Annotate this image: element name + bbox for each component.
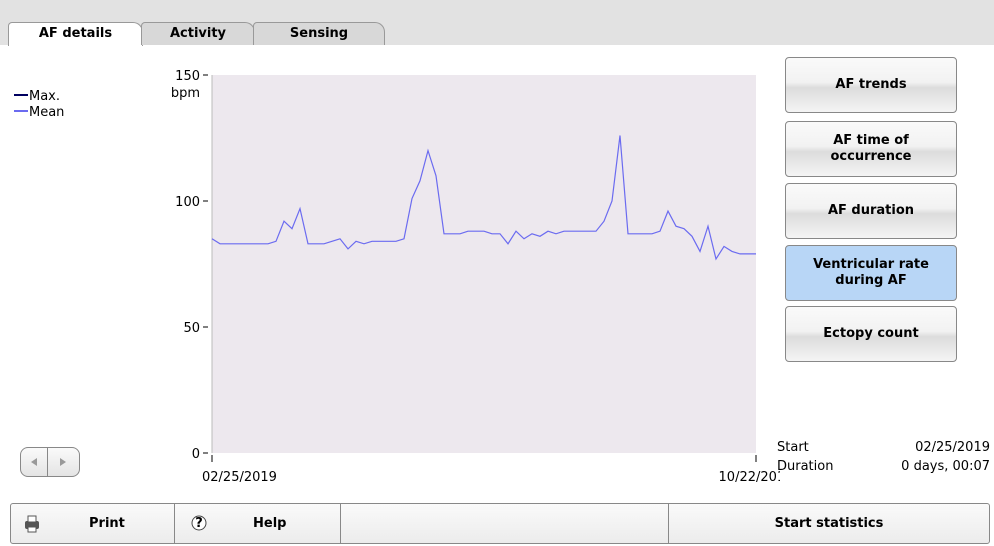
- chart: 0 50 100 150 bpm 02/25/2019 10/22/2019 Max.Mean: [14, 69, 780, 485]
- print-label: Print: [89, 516, 125, 531]
- tab[interactable]: AF details: [8, 22, 143, 46]
- duration-label: Duration: [777, 459, 834, 474]
- y-tick-label: 150: [175, 69, 200, 84]
- start-value: 02/25/2019: [915, 440, 990, 455]
- duration-value: 0 days, 00:07: [901, 459, 990, 474]
- view-button[interactable]: Ectopy count: [785, 306, 957, 362]
- y-tick-label: 100: [175, 195, 200, 210]
- view-button-label: Ectopy count: [823, 326, 919, 341]
- statistics-button[interactable]: Start statistics: [774, 516, 884, 531]
- tab[interactable]: Activity: [141, 22, 255, 45]
- print-button[interactable]: Print: [11, 504, 175, 543]
- view-button[interactable]: AF time of occurrence: [785, 121, 957, 177]
- start-label: Start: [777, 440, 809, 455]
- svg-text:?: ?: [195, 516, 203, 531]
- y-unit: bpm: [171, 86, 200, 101]
- view-button-label: AF time of occurrence: [830, 133, 912, 164]
- view-button[interactable]: AF trends: [785, 57, 957, 113]
- view-button[interactable]: Ventricular rate during AF: [785, 245, 957, 301]
- view-button-label: AF duration: [827, 203, 915, 218]
- toolbar: Print ? Help Start statistics: [10, 503, 990, 544]
- legend-label: Mean: [29, 105, 64, 120]
- y-tick-label: 0: [192, 447, 200, 462]
- view-button[interactable]: AF duration: [785, 183, 957, 239]
- toolbar-spacer: [341, 504, 669, 543]
- x-tick-label: 10/22/2019: [719, 470, 780, 485]
- help-button[interactable]: ? Help: [175, 504, 341, 543]
- help-label: Help: [253, 516, 287, 531]
- view-button-label: Ventricular rate during AF: [813, 257, 929, 288]
- legend-label: Max.: [29, 89, 60, 104]
- x-tick-label: 02/25/2019: [202, 470, 277, 485]
- next-button[interactable]: [47, 447, 80, 477]
- view-button-label: AF trends: [835, 77, 907, 92]
- y-tick-label: 50: [183, 321, 200, 336]
- tab[interactable]: Sensing: [253, 22, 385, 45]
- plot-area: [212, 75, 756, 453]
- prev-button[interactable]: [20, 447, 48, 477]
- series-line: [211, 135, 756, 261]
